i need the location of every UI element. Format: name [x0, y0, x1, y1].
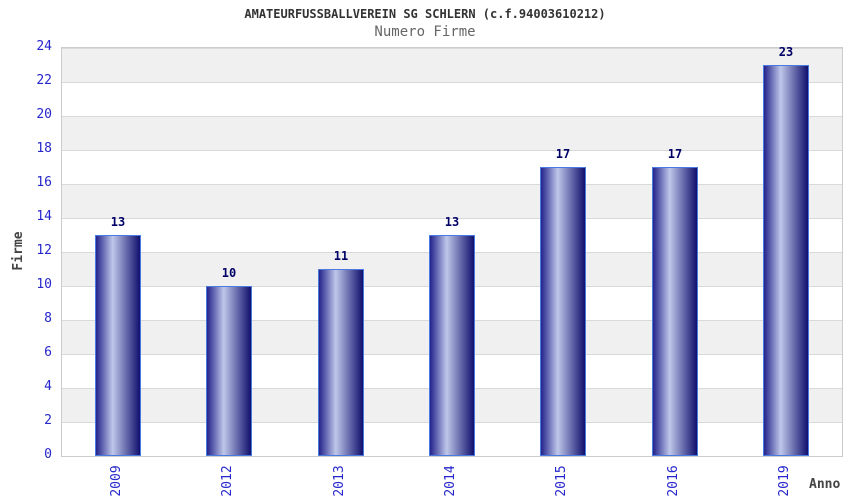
bar-2019	[763, 65, 809, 456]
x-axis-title: Anno	[809, 477, 841, 492]
bar-value-label: 10	[221, 266, 237, 280]
bar-value-label: 11	[333, 249, 349, 263]
bar-value-label: 13	[110, 215, 126, 229]
bar-value-label: 23	[778, 45, 794, 59]
y-tick-label: 20	[36, 107, 52, 122]
bar-2013	[318, 269, 364, 456]
y-tick-label: 14	[36, 209, 52, 224]
y-tick-label: 16	[36, 175, 52, 190]
chart-title: AMATEURFUSSBALLVEREIN SG SCHLERN (c.f.94…	[244, 7, 606, 21]
y-tick-label: 8	[44, 311, 52, 326]
x-tick-label: 2016	[666, 465, 681, 497]
bar-2016	[652, 167, 698, 456]
bar-2012	[206, 286, 252, 456]
y-tick-label: 12	[36, 243, 52, 258]
plot-area: 13 10 11 13 17 17 23	[61, 45, 843, 457]
bar-2009	[95, 235, 141, 456]
y-tick-label: 6	[44, 345, 52, 360]
y-tick-label: 2	[44, 413, 52, 428]
x-tick-label: 2014	[443, 465, 458, 497]
x-tick-label: 2019	[777, 465, 792, 497]
y-tick-label: 18	[36, 141, 52, 156]
bar-2015	[540, 167, 586, 456]
x-tick-label: 2012	[220, 465, 235, 497]
bar-value-label: 13	[444, 215, 460, 229]
x-tick-label: 2015	[554, 465, 569, 497]
y-tick-label: 22	[36, 73, 52, 88]
y-tick-label: 24	[36, 39, 52, 54]
y-tick-label: 0	[44, 447, 52, 462]
bar-2014	[429, 235, 475, 456]
bar-value-label: 17	[667, 147, 683, 161]
chart-subtitle: Numero Firme	[374, 24, 476, 40]
y-tick-label: 10	[36, 277, 52, 292]
y-tick-label: 4	[44, 379, 52, 394]
x-tick-label: 2013	[332, 465, 347, 497]
bar-value-label: 17	[555, 147, 571, 161]
x-tick-label: 2009	[109, 465, 124, 497]
